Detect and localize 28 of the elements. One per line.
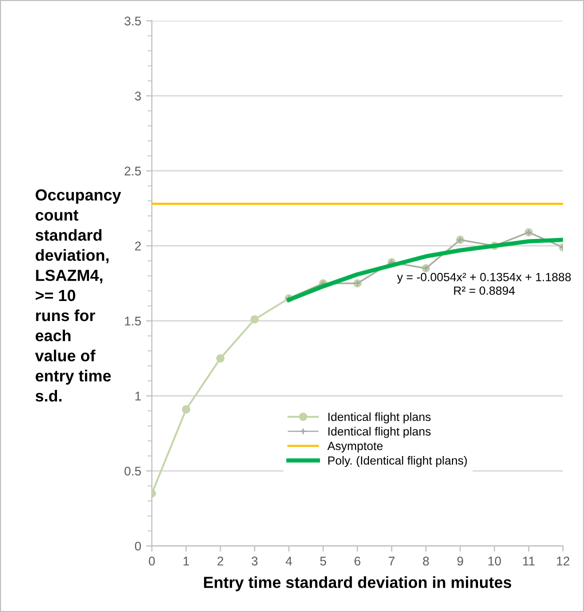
- y-tick-label: 1: [135, 392, 141, 400]
- x-tick-label: 3: [252, 556, 258, 566]
- x-tick-label: 12: [556, 556, 570, 566]
- y-tick-label: 3: [134, 92, 141, 100]
- y-tick-label: 0.5: [124, 466, 141, 476]
- x-tick-label: 4: [286, 556, 292, 566]
- x-tick-label: 8: [423, 556, 429, 566]
- x-tick-label: 7: [388, 556, 395, 566]
- x-tick-label: 11: [523, 556, 535, 566]
- x-tick-label: 0: [148, 556, 155, 566]
- x-tick-label: 1: [184, 556, 189, 566]
- y-tick-label: 3.5: [124, 16, 141, 26]
- x-tick-label: 2: [218, 556, 224, 566]
- legend-label: Identical flight plans: [328, 426, 431, 438]
- legend-label: Poly. (Identical flight plans): [328, 456, 467, 468]
- annotation: y = -0.0054x² + 0.1354x + 1.1888 R² = 0.8894: [397, 272, 571, 295]
- y-tick-label: 0: [134, 542, 141, 551]
- x-tick-label: 5: [320, 556, 326, 566]
- y-tick-label: 2.5: [124, 166, 141, 176]
- y-tick-label: 2: [135, 242, 141, 250]
- legend-label: Identical flight plans: [328, 412, 431, 424]
- x-tick-label: 10: [488, 556, 501, 566]
- legend-label: Asymptote: [327, 442, 383, 452]
- x-tick-label: 9: [457, 556, 464, 566]
- x-axis-title: Entry time standard deviation in minutes: [204, 576, 512, 592]
- y-tick-label: 1.5: [125, 316, 141, 326]
- text: Occupancy count standard deviation, LSAZM4, >= 10 runs for each value of entry time s.d.: [35, 189, 122, 402]
- x-tick-label: 6: [354, 556, 360, 566]
